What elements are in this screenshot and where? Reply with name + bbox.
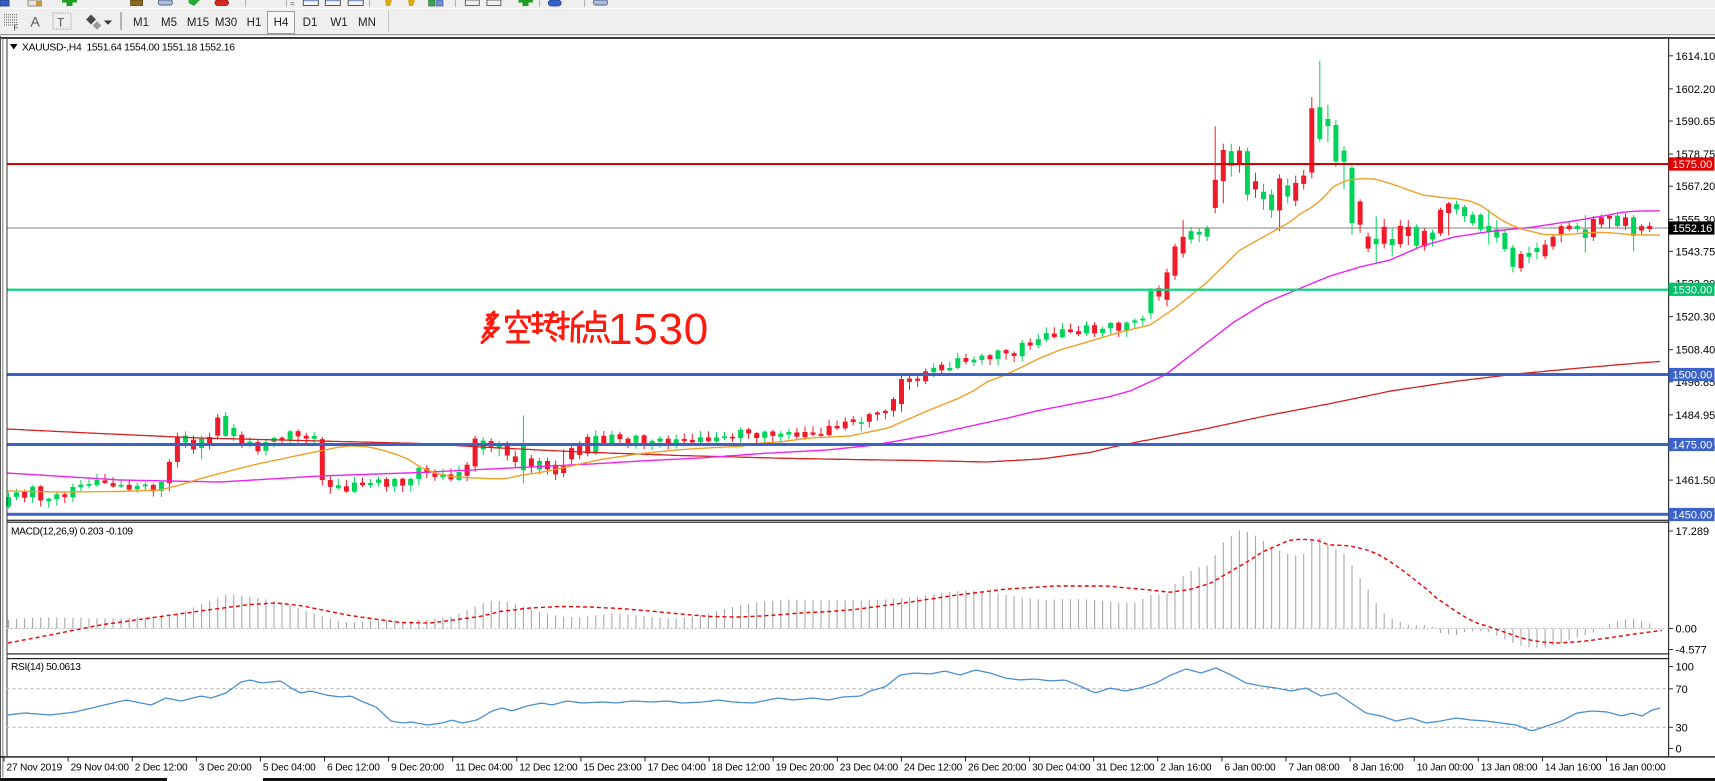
- svg-text:3 Dec 20:00: 3 Dec 20:00: [199, 763, 252, 774]
- svg-text:10 Jan 00:00: 10 Jan 00:00: [1417, 763, 1474, 774]
- svg-text:14 Jan 16:00: 14 Jan 16:00: [1545, 763, 1602, 774]
- svg-text:XAUUSD-,H4 1551.64 1554.00 15: XAUUSD-,H4 1551.64 1554.00 1551.18 1552.…: [22, 43, 235, 54]
- svg-text:H4: H4: [274, 17, 289, 29]
- svg-text:16 Jan 00:00: 16 Jan 00:00: [1609, 763, 1666, 774]
- svg-text:17.289: 17.289: [1676, 526, 1710, 538]
- svg-text:=: =: [290, 0, 295, 9]
- svg-text:1500.00: 1500.00: [1673, 370, 1713, 382]
- svg-text:7 Jan 08:00: 7 Jan 08:00: [1289, 763, 1341, 774]
- svg-text:M5: M5: [161, 17, 177, 29]
- svg-text:1450.00: 1450.00: [1673, 510, 1713, 522]
- svg-text:1520.30: 1520.30: [1676, 312, 1715, 324]
- svg-text:M30: M30: [215, 17, 237, 29]
- svg-text:1567.20: 1567.20: [1676, 181, 1715, 193]
- svg-text:1530.00: 1530.00: [1673, 284, 1713, 296]
- svg-text:0: 0: [1676, 744, 1682, 756]
- svg-text:6 Dec 12:00: 6 Dec 12:00: [327, 763, 380, 774]
- svg-text:8 Jan 16:00: 8 Jan 16:00: [1353, 763, 1405, 774]
- svg-text:A: A: [31, 14, 41, 30]
- svg-text:1614.10: 1614.10: [1676, 51, 1715, 63]
- svg-text:MN: MN: [358, 17, 376, 29]
- svg-text:11 Dec 04:00: 11 Dec 04:00: [455, 763, 513, 774]
- svg-text:1484.95: 1484.95: [1676, 410, 1715, 422]
- svg-text:5 Dec 04:00: 5 Dec 04:00: [263, 763, 316, 774]
- svg-text:-4.577: -4.577: [1676, 645, 1707, 657]
- svg-text:1475.00: 1475.00: [1673, 440, 1713, 452]
- svg-text:1552.16: 1552.16: [1673, 223, 1713, 235]
- svg-text:M15: M15: [187, 17, 209, 29]
- svg-text:1590.65: 1590.65: [1676, 116, 1715, 128]
- svg-text:2 Jan 16:00: 2 Jan 16:00: [1160, 763, 1212, 774]
- svg-text:24 Dec 12:00: 24 Dec 12:00: [904, 763, 963, 774]
- svg-text:18 Dec 12:00: 18 Dec 12:00: [712, 763, 771, 774]
- svg-text:6 Jan 00:00: 6 Jan 00:00: [1224, 763, 1276, 774]
- svg-text:1602.20: 1602.20: [1676, 84, 1715, 96]
- svg-text:RSI(14) 50.0613: RSI(14) 50.0613: [11, 662, 81, 673]
- svg-text:31 Dec 12:00: 31 Dec 12:00: [1096, 763, 1155, 774]
- svg-text:1543.75: 1543.75: [1676, 246, 1715, 258]
- svg-text:23 Dec 04:00: 23 Dec 04:00: [840, 763, 899, 774]
- svg-text:D1: D1: [303, 17, 318, 29]
- svg-text:F: F: [14, 24, 19, 33]
- svg-text:1461.50: 1461.50: [1676, 475, 1715, 487]
- svg-text:26 Dec 20:00: 26 Dec 20:00: [968, 763, 1027, 774]
- svg-text:T: T: [57, 16, 65, 30]
- svg-text:1575.00: 1575.00: [1673, 159, 1713, 171]
- svg-text:30: 30: [1676, 722, 1688, 734]
- svg-text:29 Nov 04:00: 29 Nov 04:00: [71, 763, 130, 774]
- svg-text:13 Jan 08:00: 13 Jan 08:00: [1481, 763, 1538, 774]
- svg-text:70: 70: [1676, 684, 1688, 696]
- svg-text:15 Dec 23:00: 15 Dec 23:00: [583, 763, 642, 774]
- svg-text:30 Dec 04:00: 30 Dec 04:00: [1032, 763, 1091, 774]
- svg-text:19 Dec 20:00: 19 Dec 20:00: [776, 763, 835, 774]
- svg-text:9 Dec 20:00: 9 Dec 20:00: [391, 763, 444, 774]
- svg-text:27 Nov 2019: 27 Nov 2019: [7, 763, 63, 774]
- svg-text:1530: 1530: [608, 305, 709, 354]
- svg-text:17 Dec 04:00: 17 Dec 04:00: [648, 763, 707, 774]
- svg-text:100: 100: [1676, 662, 1694, 674]
- svg-text:W1: W1: [330, 17, 347, 29]
- svg-text:H1: H1: [247, 17, 262, 29]
- svg-text:2 Dec 12:00: 2 Dec 12:00: [135, 763, 188, 774]
- svg-text:1508.40: 1508.40: [1676, 345, 1715, 357]
- svg-text:12 Dec 12:00: 12 Dec 12:00: [519, 763, 578, 774]
- svg-text:M1: M1: [133, 17, 149, 29]
- svg-text:0.00: 0.00: [1676, 624, 1697, 636]
- svg-text:MACD(12,26,9) 0.203 -0.109: MACD(12,26,9) 0.203 -0.109: [11, 527, 133, 538]
